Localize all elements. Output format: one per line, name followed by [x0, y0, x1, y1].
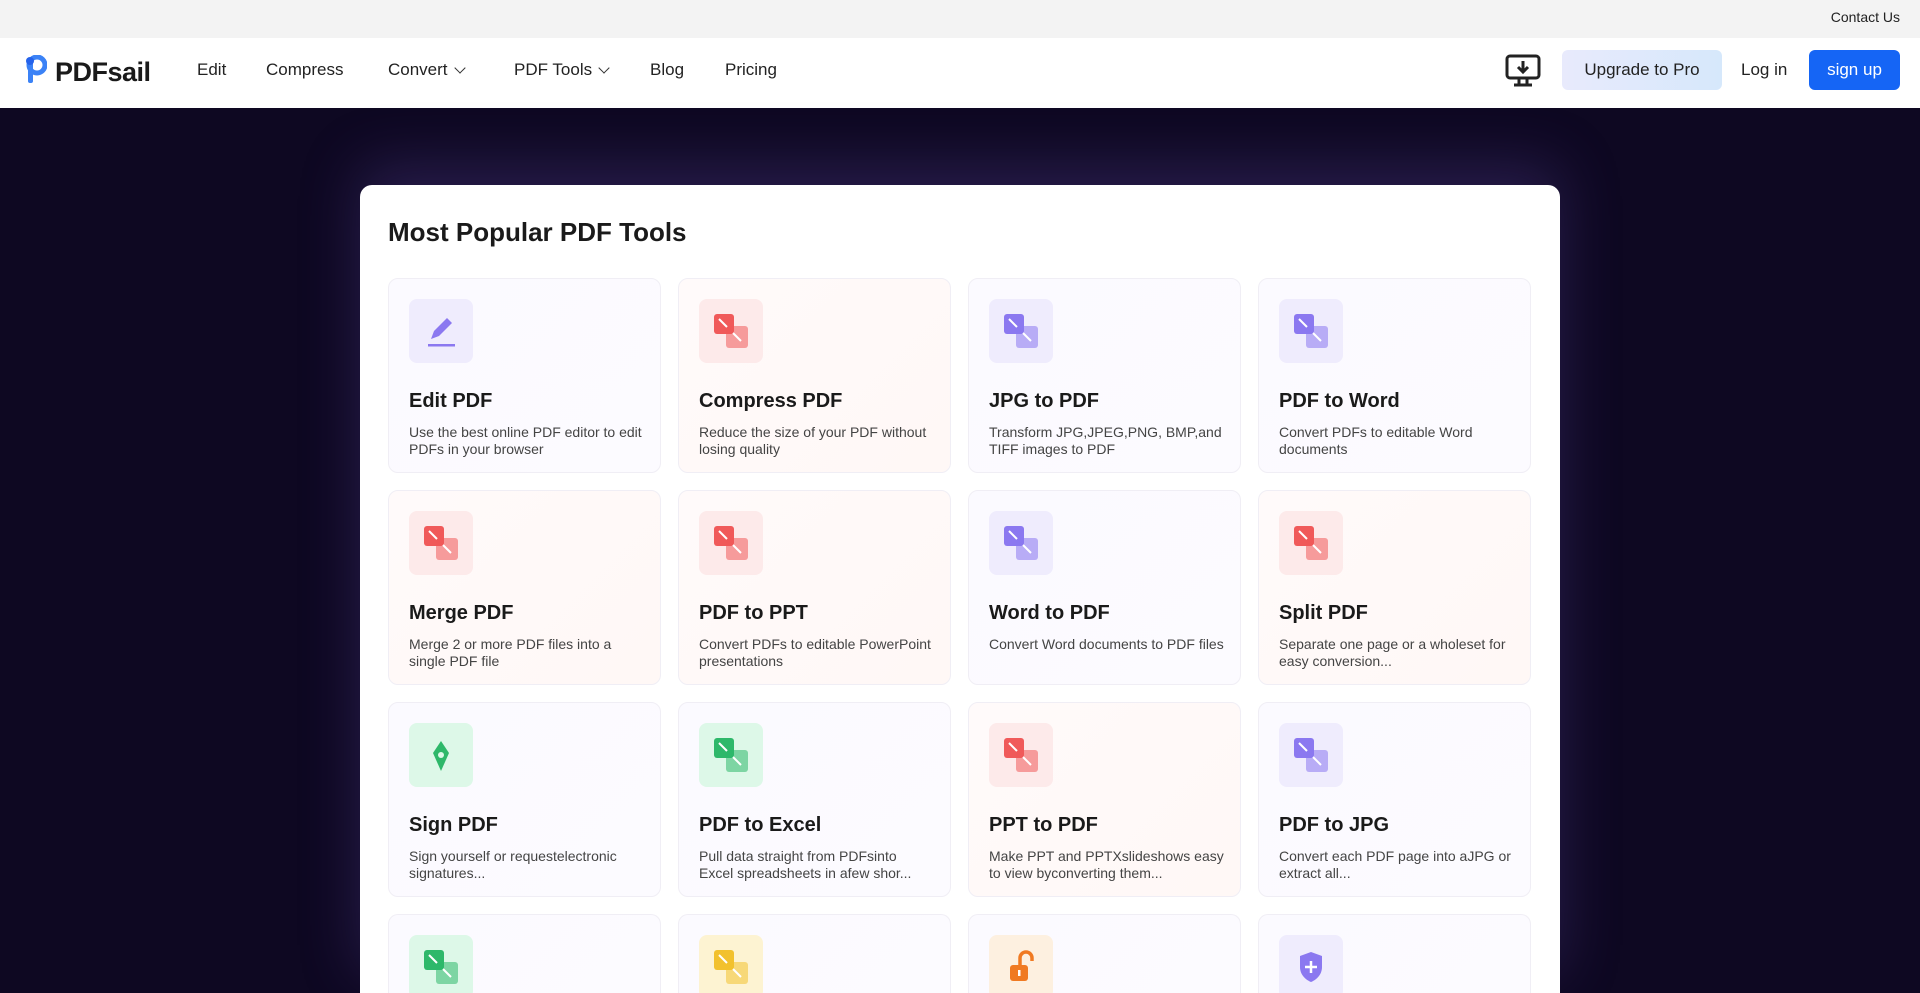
protect-shield-icon	[1279, 935, 1343, 993]
tool-card[interactable]	[1258, 914, 1531, 993]
pdf-to-excel-icon	[699, 723, 763, 787]
tool-description: Reduce the size of your PDF without losi…	[699, 424, 927, 457]
tool-card[interactable]: Compress PDF Reduce the size of your PDF …	[678, 278, 951, 473]
tool-title: Edit PDF	[409, 390, 493, 412]
tool-description: Convert each PDF page into aJPG or extra…	[1279, 848, 1511, 881]
tool-card[interactable]	[678, 914, 951, 993]
nav-label: Blog	[650, 60, 685, 79]
desktop-download-icon[interactable]	[1505, 54, 1541, 88]
popular-tools-panel: Most Popular PDF Tools Edit PDF Use the b…	[360, 185, 1560, 993]
tool-title: PDF to PPT	[699, 602, 808, 624]
tool-title: PDF to Excel	[699, 814, 822, 836]
nav-pricing[interactable]: Pricing	[725, 60, 777, 80]
chevron-down-icon	[598, 62, 610, 74]
tool-title: Sign PDF	[409, 814, 498, 836]
tool-title: PPT to PDF	[989, 814, 1098, 836]
nav-label: Convert	[388, 60, 448, 79]
tool-description: Pull data straight from PDFsinto Excel s…	[699, 848, 912, 881]
tool-card[interactable]	[968, 914, 1241, 993]
tool-description: Merge 2 or more PDF files into a single …	[409, 636, 612, 669]
tool-card[interactable]: Edit PDF Use the best online PDF editor t…	[388, 278, 661, 473]
pdf-to-image-icon	[1279, 723, 1343, 787]
tool-description: Separate one page or a wholeset for easy…	[1279, 636, 1506, 669]
pdf-to-word-icon	[1279, 299, 1343, 363]
upgrade-to-pro-button[interactable]: Upgrade to Pro	[1562, 50, 1722, 90]
html-to-pdf-icon	[699, 935, 763, 993]
ppt-to-pdf-icon	[989, 723, 1053, 787]
chevron-down-icon	[453, 62, 466, 74]
contact-us-link[interactable]: Contact Us	[1830, 9, 1900, 25]
tool-title: Word to PDF	[989, 602, 1110, 624]
logo-icon	[26, 55, 47, 83]
pencil-icon	[409, 299, 473, 363]
tool-description: Use the best online PDF editor to edit P…	[409, 424, 642, 457]
pdf-to-ppt-icon	[699, 511, 763, 575]
nav-label: Pricing	[725, 60, 777, 79]
section-title: Most Popular PDF Tools	[388, 217, 687, 247]
excel-to-pdf-icon	[409, 935, 473, 993]
logo-text: PDFsail	[55, 56, 151, 87]
tool-description: Convert PDFs to editable PowerPoint pres…	[699, 636, 931, 669]
compress-pdf-icon	[699, 299, 763, 363]
tool-card[interactable]: PDF to Word Convert PDFs to editable Word…	[1258, 278, 1531, 473]
tool-title: Merge PDF	[409, 602, 514, 624]
nav-edit[interactable]: Edit	[197, 60, 226, 80]
tool-title: PDF to JPG	[1279, 814, 1390, 836]
tool-description: Make PPT and PPTXslideshows easy to view…	[989, 848, 1224, 881]
tool-card[interactable]: PDF to PPT Convert PDFs to editable Power…	[678, 490, 951, 685]
tool-card[interactable]: Merge PDF Merge 2 or more PDF files into …	[388, 490, 661, 685]
tool-description: Convert PDFs to editable Word documents	[1279, 424, 1473, 457]
login-link[interactable]: Log in	[1741, 60, 1788, 79]
signup-button[interactable]: sign up	[1809, 50, 1900, 90]
tool-card[interactable]: Split PDF Separate one page or a wholeset…	[1258, 490, 1531, 685]
tool-description: Sign yourself or requestelectronic signa…	[409, 848, 617, 881]
top-bar: Contact Us	[0, 0, 1920, 38]
pen-nib-icon	[409, 723, 473, 787]
tool-card[interactable]: Sign PDF Sign yourself or requestelectron…	[388, 702, 661, 897]
tool-card[interactable]: PDF to Excel Pull data straight from PDFs…	[678, 702, 951, 897]
split-icon	[1279, 511, 1343, 575]
nav-convert[interactable]: Convert	[388, 60, 466, 80]
logo[interactable]: PDFsail	[25, 55, 151, 89]
tool-title: Split PDF	[1279, 602, 1368, 624]
nav-compress[interactable]: Compress	[266, 60, 343, 80]
nav-pdf-tools[interactable]: PDF Tools	[514, 60, 610, 80]
merge-icon	[409, 511, 473, 575]
unlock-icon	[989, 935, 1053, 993]
nav-label: Compress	[266, 60, 344, 79]
tool-card[interactable]: Word to PDF Convert Word documents to PDF…	[968, 490, 1241, 685]
nav-label: Edit	[197, 60, 227, 79]
tool-title: JPG to PDF	[989, 390, 1100, 412]
tool-title: PDF to Word	[1279, 390, 1400, 412]
navbar: PDFsail Edit Compress Convert PDF Tools …	[0, 38, 1920, 108]
tool-description: Transform JPG,JPEG,PNG, BMP,and TIFF ima…	[989, 424, 1222, 457]
word-to-pdf-icon	[989, 511, 1053, 575]
nav-blog[interactable]: Blog	[650, 60, 684, 80]
nav-label: PDF Tools	[514, 60, 593, 79]
tool-card[interactable]: PPT to PDF Make PPT and PPTXslideshows ea…	[968, 702, 1241, 897]
tool-card[interactable]: PDF to JPG Convert each PDF page into aJP…	[1258, 702, 1531, 897]
tool-card[interactable]	[388, 914, 661, 993]
image-to-pdf-icon	[989, 299, 1053, 363]
tool-title: Compress PDF	[699, 390, 843, 412]
tool-card[interactable]: JPG to PDF Transform JPG,JPEG,PNG, BMP,an…	[968, 278, 1241, 473]
tool-description: Convert Word documents to PDF files	[989, 636, 1224, 652]
